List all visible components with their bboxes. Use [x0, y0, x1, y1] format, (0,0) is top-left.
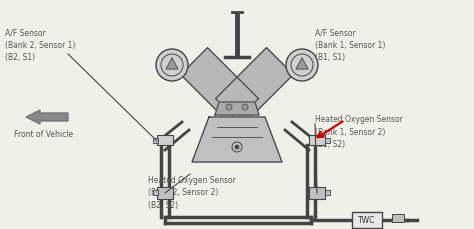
Bar	[157, 135, 173, 145]
FancyArrow shape	[26, 111, 68, 124]
Text: A/F Sensor
(Bank 1, Sensor 1)
(B1, S1): A/F Sensor (Bank 1, Sensor 1) (B1, S1)	[315, 28, 385, 62]
Circle shape	[291, 55, 313, 77]
Circle shape	[161, 55, 183, 77]
Bar	[392, 214, 404, 222]
Circle shape	[232, 142, 242, 152]
Bar	[325, 190, 330, 195]
Circle shape	[286, 50, 318, 82]
Bar	[153, 138, 158, 143]
Bar	[157, 187, 173, 199]
Bar	[325, 138, 330, 143]
Circle shape	[226, 105, 232, 111]
Bar	[309, 187, 325, 199]
Polygon shape	[215, 103, 259, 115]
Text: Front of Vehicle: Front of Vehicle	[14, 129, 73, 138]
Polygon shape	[296, 59, 308, 70]
Polygon shape	[192, 117, 282, 162]
Bar	[352, 212, 382, 228]
Bar	[309, 135, 325, 145]
Text: A/F Sensor
(Bank 2, Sensor 1)
(B2, S1): A/F Sensor (Bank 2, Sensor 1) (B2, S1)	[5, 28, 75, 62]
Circle shape	[235, 145, 239, 149]
Text: Heated Oxygen Sensor
(Bank 2, Sensor 2)
(B2, S2): Heated Oxygen Sensor (Bank 2, Sensor 2) …	[148, 175, 236, 209]
Text: TWC: TWC	[358, 215, 376, 224]
Polygon shape	[216, 49, 293, 126]
Polygon shape	[166, 59, 178, 70]
Bar	[153, 190, 158, 195]
Polygon shape	[181, 49, 258, 126]
Text: Heated Oxygen Sensor
(Bank 1, Sensor 2)
(B1, S2): Heated Oxygen Sensor (Bank 1, Sensor 2) …	[315, 114, 403, 148]
Circle shape	[242, 105, 248, 111]
Circle shape	[156, 50, 188, 82]
